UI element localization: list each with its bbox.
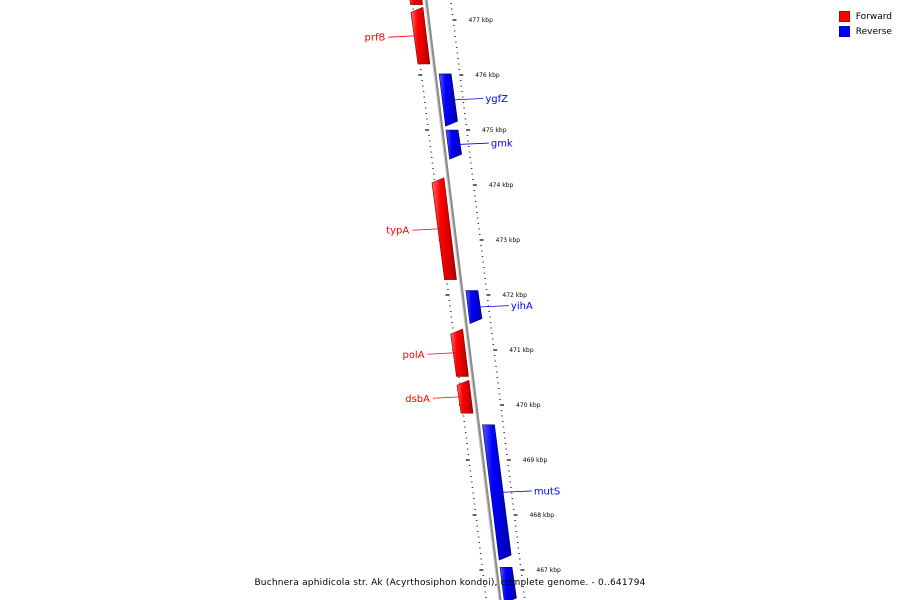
axis-tick-label: 467 kbp [536, 567, 561, 574]
backbone-highlight [424, 0, 500, 600]
gene-label-leader [455, 142, 489, 145]
gene-label-leader [388, 35, 417, 38]
legend-item-reverse: Reverse [838, 24, 892, 39]
gene-label[interactable]: typA [386, 226, 409, 237]
gene-features: prfB ygfZ gmk typA yihA polA dsbA mutS [365, 0, 560, 600]
map-caption: Buchnera aphidicola str. Ak (Acyrthosiph… [254, 578, 646, 588]
axis-tick-label: 469 kbp [523, 457, 548, 464]
gene-label-leader [412, 228, 441, 231]
axis-tick-label: 476 kbp [475, 72, 500, 79]
gene-typA[interactable]: typA [386, 177, 457, 280]
axis-tick-label: 472 kbp [502, 292, 527, 299]
axis-tick-label: 475 kbp [482, 127, 507, 134]
gene-polA[interactable]: polA [402, 328, 469, 377]
gene-prfB[interactable]: prfB [365, 6, 431, 65]
gene-body[interactable] [410, 6, 431, 65]
gene-label[interactable]: ygfZ [485, 94, 508, 105]
axis-tick-label: 470 kbp [516, 402, 541, 409]
gene-label[interactable]: prfB [365, 33, 386, 44]
gene-label-leader [432, 396, 462, 399]
gene-ygfZ[interactable]: ygfZ [438, 73, 508, 127]
axis-tick-label: 474 kbp [489, 182, 514, 189]
legend-swatch-reverse [838, 26, 850, 37]
legend-label-reverse: Reverse [855, 26, 892, 37]
axis-tick-label: 468 kbp [530, 512, 555, 519]
genome-backbone [424, 0, 502, 600]
gene-mutS[interactable]: mutS [482, 424, 560, 561]
gene-yihA[interactable]: yihA [465, 290, 533, 325]
legend-swatch-forward [838, 11, 850, 22]
gene-body[interactable] [408, 0, 423, 5]
legend-label-forward: Forward [855, 11, 892, 22]
legend: Forward Reverse [838, 9, 892, 39]
legend-item-forward: Forward [838, 9, 892, 24]
gene-feature-0[interactable] [408, 0, 423, 5]
gene-body[interactable] [450, 328, 469, 377]
gene-body[interactable] [482, 424, 512, 561]
axis-tick-label: 477 kbp [468, 17, 493, 24]
gene-label[interactable]: yihA [511, 301, 533, 312]
gene-label[interactable]: dsbA [405, 394, 430, 405]
gene-label[interactable]: mutS [534, 486, 560, 497]
gene-body[interactable] [431, 177, 457, 280]
gene-feature-9[interactable] [499, 566, 517, 600]
gene-gmk[interactable]: gmk [445, 129, 513, 160]
gene-body[interactable] [456, 379, 474, 414]
gene-label[interactable]: gmk [491, 139, 513, 150]
axis-tick-label: 471 kbp [509, 347, 534, 354]
gene-body[interactable] [499, 566, 517, 600]
gene-label-leader [427, 352, 456, 355]
gene-body[interactable] [465, 290, 483, 325]
gene-label-leader [498, 490, 532, 493]
gene-label-leader [450, 98, 484, 101]
axis-tick-label: 473 kbp [496, 237, 521, 244]
gene-label[interactable]: polA [402, 350, 424, 361]
gene-body[interactable] [445, 129, 462, 160]
axis-ticks: 477 kbp 476 kbp 475 kbp 474 kbp 473 kbp 472 k… [411, 3, 561, 598]
backbone-line [424, 0, 502, 600]
gene-dsbA[interactable]: dsbA [405, 379, 474, 414]
gene-label-leader [475, 305, 509, 308]
gene-body[interactable] [438, 73, 458, 127]
